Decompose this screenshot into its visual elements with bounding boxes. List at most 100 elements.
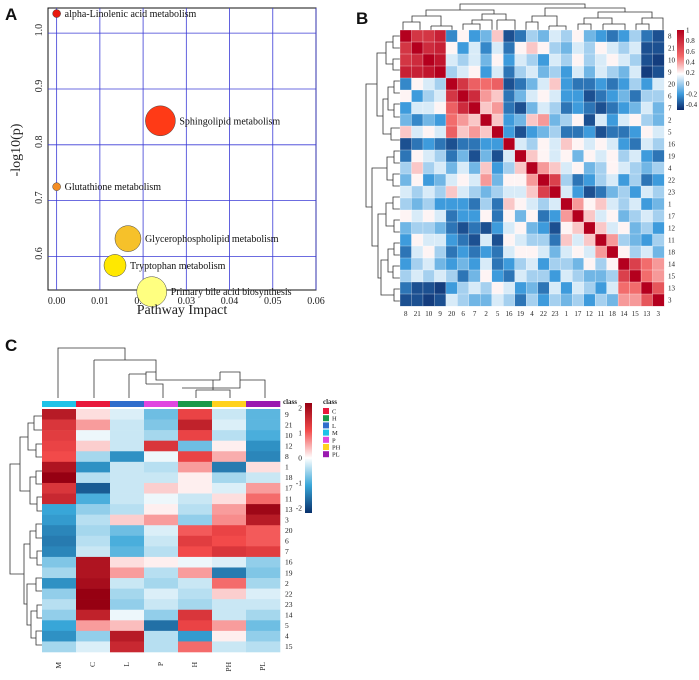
heatmap-cell [434,257,447,271]
heatmap-cell [178,440,213,452]
heatmap-cell [526,113,539,127]
legend-swatch [323,422,329,429]
heatmap-cell [445,245,458,259]
heatmap-cell [514,65,527,79]
heatmap-cell [537,29,550,43]
heatmap-cell [629,293,642,307]
heatmap-cell [422,197,435,211]
heatmap-cell [212,525,247,537]
heatmap-cell [526,281,539,295]
heatmap-cell [42,514,77,526]
heatmap-cell [514,281,527,295]
heatmap-cell [422,293,435,307]
heatmap-cell [457,293,470,307]
colorbar-tick-label: 1 [686,27,690,35]
grid-lines [48,8,317,290]
heatmap-cell [549,113,562,127]
column-label: H [190,661,199,667]
heatmap-cell [652,257,665,271]
heatmap-cell [594,221,608,235]
row-label: 16 [285,558,293,567]
heatmap-cell [503,113,516,127]
heatmap-cell [76,461,111,473]
heatmap-cell [617,185,631,199]
heatmap-cell [606,137,619,151]
heatmap-cell [178,620,213,632]
heatmap-cell [76,482,111,494]
heatmap-cell [617,161,631,175]
heatmap-cell [480,221,493,235]
heatmap-cell [652,221,665,235]
heatmap-cell [537,293,550,307]
heatmap-cell [212,599,247,611]
column-dendrogram [402,3,664,30]
heatmap-cell [549,149,562,163]
column-label: 7 [473,310,477,318]
heatmap-cell [246,630,281,642]
column-label: L [122,662,131,667]
heatmap-cell [503,293,516,307]
heatmap-cell [212,578,247,589]
heatmap-cell [411,101,424,115]
heatmap-cell [468,41,481,55]
heatmap-cell [110,493,145,505]
heatmap-cell [246,514,281,526]
heatmap-cell [572,161,585,175]
heatmap-cell [246,440,281,452]
heatmap-cell [178,409,213,420]
heatmap-cell [491,29,504,43]
heatmap-cell [594,161,608,175]
heatmap-cell [76,472,111,484]
heatmap-cell [434,125,447,139]
heatmap-cell [583,41,596,55]
heatmap-cell [144,630,179,642]
heatmap-cell [411,65,424,79]
heatmap-cell [110,588,145,600]
heatmap-cell [583,269,596,283]
x-tick-label: 0.03 [178,296,196,307]
heatmap-cell [480,269,493,283]
heatmap-cell [617,245,631,259]
heatmap-cell [42,609,77,621]
heatmap-cell [617,269,631,283]
heatmap-cell [434,41,447,55]
heatmap-cell [572,233,585,247]
heatmap-cell [617,281,631,295]
heatmap-cell [411,125,424,139]
heatmap-cell [42,493,77,505]
heatmap-cell [640,149,653,163]
plot-area [47,7,317,291]
heatmap-cell [652,125,665,139]
heatmap-cell [110,609,145,621]
heatmap-cell [537,77,550,91]
heatmap-cell [503,125,516,139]
heatmap-cell [178,609,213,621]
heatmap-cell [457,173,470,187]
heatmap-cell [583,137,596,151]
heatmap-cell [42,599,77,611]
class-color-swatch [76,401,111,407]
heatmap-cell [434,293,447,307]
heatmap-cell [76,630,111,642]
row-label: 3 [285,515,289,524]
heatmap-cell [480,245,493,259]
heatmap-cell [434,221,447,235]
row-label: 15 [285,642,293,651]
heatmap-cell [549,41,562,55]
heatmap-cell [594,77,608,91]
heatmap-cell [491,257,504,271]
heatmap-cell [480,137,493,151]
heatmap-cell [178,588,213,600]
class-color-swatch [246,401,281,407]
heatmap-cell [480,65,493,79]
heatmap-cell [560,125,573,139]
heatmap-cell [422,137,435,151]
column-label: 13 [643,310,651,318]
heatmap-cell [178,451,213,463]
heatmap-cell [514,185,527,199]
heatmap-cell [526,89,539,103]
row-label: 4 [285,632,289,641]
data-point [114,225,142,252]
row-label: 20 [668,81,676,89]
